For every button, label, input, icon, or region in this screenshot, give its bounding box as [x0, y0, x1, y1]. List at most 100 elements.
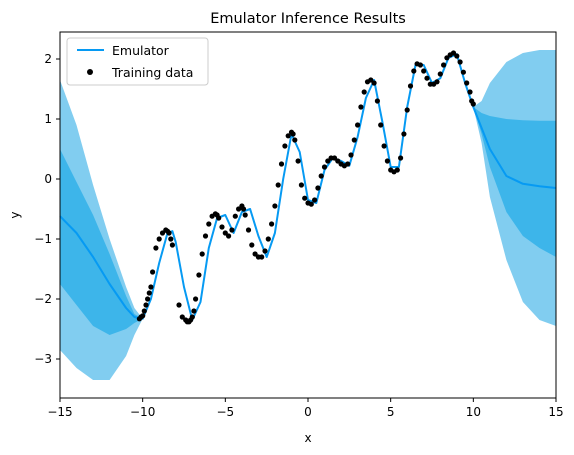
- y-tick-label: 1: [44, 112, 52, 126]
- training-point: [140, 313, 146, 319]
- x-tick-label: −10: [130, 405, 155, 419]
- training-point: [407, 83, 414, 89]
- training-point: [166, 230, 172, 236]
- training-point: [450, 50, 457, 56]
- training-point: [312, 197, 318, 203]
- training-point: [240, 206, 247, 212]
- training-point: [421, 68, 427, 74]
- legend-label-emulator: Emulator: [112, 43, 170, 58]
- training-point: [159, 230, 166, 236]
- training-point: [229, 227, 235, 233]
- training-point: [168, 236, 174, 242]
- training-point: [206, 221, 212, 227]
- training-point: [226, 233, 232, 239]
- x-tick-label: −15: [47, 405, 72, 419]
- training-point: [441, 62, 447, 68]
- training-point: [156, 236, 162, 242]
- x-tick-label: −5: [216, 405, 234, 419]
- training-point: [302, 195, 308, 201]
- legend-point-swatch: [87, 69, 93, 75]
- training-point: [331, 155, 338, 161]
- training-point: [470, 101, 476, 107]
- training-point: [315, 185, 321, 191]
- training-point: [143, 302, 149, 308]
- training-point: [437, 71, 443, 77]
- training-point: [219, 224, 225, 230]
- training-point: [292, 137, 298, 143]
- training-point: [404, 107, 410, 113]
- training-point: [150, 269, 156, 275]
- training-point: [282, 143, 288, 149]
- training-point: [434, 79, 440, 85]
- training-point: [368, 77, 374, 83]
- training-point: [351, 137, 357, 143]
- training-point: [464, 80, 470, 86]
- training-point: [394, 167, 400, 173]
- training-point: [202, 233, 209, 239]
- training-point: [278, 161, 285, 167]
- y-tick-label: 0: [44, 172, 52, 186]
- x-tick-label: 10: [466, 405, 481, 419]
- training-point: [381, 143, 387, 149]
- x-tick-label: 5: [387, 405, 395, 419]
- band-inner-left: [60, 149, 143, 335]
- training-point: [318, 173, 324, 179]
- training-point: [196, 272, 202, 278]
- training-point: [216, 215, 222, 221]
- training-point: [355, 122, 361, 128]
- training-point: [321, 164, 328, 170]
- training-point: [242, 212, 248, 218]
- training-point: [262, 248, 268, 254]
- training-point: [222, 230, 228, 236]
- training-point: [189, 314, 195, 320]
- training-point: [193, 296, 199, 302]
- training-point: [335, 158, 341, 164]
- training-point: [374, 98, 380, 104]
- training-point: [358, 104, 364, 110]
- training-point: [398, 155, 404, 161]
- training-point: [252, 251, 258, 257]
- training-point: [378, 122, 384, 128]
- training-point: [285, 133, 291, 139]
- training-point: [457, 59, 463, 65]
- training-point: [290, 131, 296, 137]
- training-point: [454, 53, 460, 59]
- training-point: [460, 69, 466, 75]
- y-tick-label: −1: [34, 232, 52, 246]
- training-point: [444, 55, 450, 61]
- training-point: [148, 284, 154, 290]
- training-point: [345, 161, 351, 167]
- training-point: [272, 203, 278, 209]
- training-point: [275, 182, 281, 188]
- training-point: [176, 302, 182, 308]
- training-point: [308, 201, 314, 207]
- training-point: [179, 314, 185, 320]
- x-tick-label: 0: [304, 405, 312, 419]
- chart-title: Emulator Inference Results: [210, 11, 406, 27]
- training-point: [467, 89, 473, 95]
- training-point: [269, 221, 275, 227]
- band-inner-right: [473, 107, 556, 257]
- training-points-layer: [136, 50, 476, 325]
- training-point: [371, 80, 377, 86]
- training-point: [361, 89, 367, 95]
- x-tick-label: 15: [548, 405, 563, 419]
- training-point: [348, 152, 354, 158]
- training-point: [265, 236, 271, 242]
- training-point: [169, 242, 175, 248]
- y-tick-label: −3: [34, 352, 52, 366]
- training-point: [191, 308, 197, 314]
- training-point: [199, 251, 205, 257]
- x-axis-label: x: [304, 431, 311, 445]
- training-point: [245, 227, 252, 233]
- training-point: [424, 75, 430, 81]
- training-point: [325, 158, 331, 164]
- y-axis-label: y: [8, 211, 22, 218]
- training-point: [141, 308, 147, 314]
- legend-label-training-data: Training data: [111, 65, 193, 80]
- training-point: [298, 182, 304, 188]
- legend: Emulator Training data: [66, 37, 209, 86]
- training-point: [295, 158, 301, 164]
